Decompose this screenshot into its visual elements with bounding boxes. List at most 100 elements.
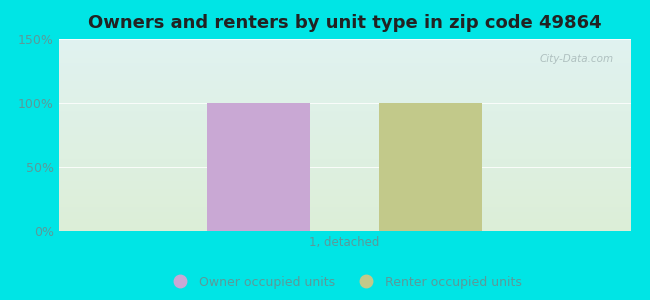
Bar bbox=[58, 134, 630, 135]
Bar bbox=[58, 89, 630, 90]
Bar bbox=[58, 119, 630, 120]
Bar bbox=[58, 165, 630, 166]
Bar bbox=[58, 43, 630, 44]
Bar bbox=[58, 94, 630, 95]
Bar bbox=[58, 71, 630, 72]
Bar bbox=[58, 106, 630, 107]
Bar bbox=[58, 187, 630, 188]
Bar bbox=[379, 103, 482, 231]
Bar bbox=[58, 170, 630, 172]
Bar bbox=[58, 64, 630, 65]
Bar bbox=[58, 186, 630, 187]
Bar bbox=[58, 96, 630, 97]
Bar bbox=[58, 225, 630, 226]
Bar bbox=[58, 44, 630, 45]
Bar bbox=[58, 93, 630, 94]
Bar bbox=[58, 104, 630, 105]
Bar bbox=[58, 214, 630, 215]
Bar bbox=[58, 142, 630, 143]
Bar bbox=[58, 112, 630, 113]
Bar bbox=[58, 48, 630, 49]
Bar bbox=[58, 41, 630, 42]
Bar bbox=[58, 105, 630, 106]
Bar bbox=[58, 157, 630, 158]
Bar bbox=[58, 132, 630, 133]
Bar bbox=[58, 143, 630, 144]
Bar bbox=[207, 103, 310, 231]
Bar bbox=[58, 82, 630, 83]
Bar bbox=[58, 107, 630, 108]
Bar bbox=[58, 61, 630, 62]
Bar bbox=[58, 158, 630, 159]
Bar bbox=[58, 200, 630, 201]
Bar bbox=[58, 129, 630, 130]
Bar bbox=[58, 168, 630, 169]
Bar bbox=[58, 198, 630, 199]
Bar bbox=[58, 206, 630, 207]
Bar bbox=[58, 212, 630, 213]
Bar bbox=[58, 74, 630, 76]
Bar bbox=[58, 62, 630, 63]
Bar bbox=[58, 137, 630, 138]
Bar bbox=[58, 124, 630, 125]
Bar bbox=[58, 73, 630, 74]
Bar bbox=[58, 202, 630, 203]
Bar bbox=[58, 126, 630, 127]
Bar bbox=[58, 191, 630, 192]
Bar bbox=[58, 118, 630, 119]
Bar bbox=[58, 144, 630, 145]
Bar bbox=[58, 57, 630, 58]
Bar bbox=[58, 58, 630, 59]
Bar bbox=[58, 110, 630, 111]
Bar bbox=[58, 217, 630, 218]
Bar bbox=[58, 208, 630, 209]
Bar bbox=[58, 42, 630, 43]
Bar bbox=[58, 188, 630, 189]
Bar bbox=[58, 68, 630, 69]
Bar bbox=[58, 150, 630, 151]
Bar bbox=[58, 136, 630, 137]
Bar bbox=[58, 138, 630, 139]
Legend: Owner occupied units, Renter occupied units: Owner occupied units, Renter occupied un… bbox=[162, 271, 526, 294]
Bar bbox=[58, 55, 630, 56]
Bar bbox=[58, 87, 630, 88]
Bar bbox=[58, 108, 630, 109]
Bar bbox=[58, 140, 630, 141]
Bar bbox=[58, 95, 630, 96]
Bar bbox=[58, 88, 630, 89]
Bar bbox=[58, 92, 630, 93]
Bar bbox=[58, 205, 630, 206]
Bar bbox=[58, 79, 630, 80]
Bar bbox=[58, 86, 630, 87]
Bar bbox=[58, 56, 630, 57]
Bar bbox=[58, 120, 630, 121]
Bar bbox=[58, 222, 630, 223]
Bar bbox=[58, 50, 630, 52]
Bar bbox=[58, 70, 630, 71]
Bar bbox=[58, 229, 630, 230]
Bar bbox=[58, 177, 630, 178]
Bar bbox=[58, 220, 630, 221]
Bar bbox=[58, 166, 630, 167]
Text: City-Data.com: City-Data.com bbox=[540, 54, 614, 64]
Bar bbox=[58, 209, 630, 210]
Bar bbox=[58, 210, 630, 211]
Bar bbox=[58, 196, 630, 197]
Bar bbox=[58, 81, 630, 82]
Bar bbox=[58, 211, 630, 212]
Bar bbox=[58, 194, 630, 196]
Bar bbox=[58, 135, 630, 136]
Bar bbox=[58, 204, 630, 205]
Bar bbox=[58, 146, 630, 148]
Bar bbox=[58, 151, 630, 152]
Bar bbox=[58, 60, 630, 61]
Bar bbox=[58, 103, 630, 104]
Bar bbox=[58, 117, 630, 118]
Bar bbox=[58, 175, 630, 176]
Bar bbox=[58, 116, 630, 117]
Bar bbox=[58, 162, 630, 163]
Bar bbox=[58, 111, 630, 112]
Bar bbox=[58, 45, 630, 46]
Bar bbox=[58, 54, 630, 55]
Bar bbox=[58, 163, 630, 164]
